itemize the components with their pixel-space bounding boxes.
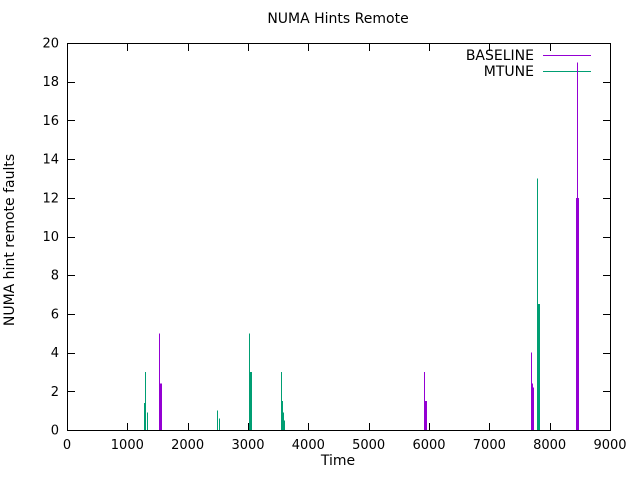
x-tick-label: 6000 [412,438,445,453]
legend-label-baseline: BASELINE [466,48,534,64]
y-tick-label: 16 [42,114,59,129]
y-tick-label: 4 [51,346,59,361]
y-tick-label: 18 [42,75,59,90]
y-tick-label: 8 [51,269,59,284]
x-tick-label: 8000 [533,438,566,453]
y-tick-label: 10 [42,230,59,245]
x-tick-label: 1000 [111,438,144,453]
x-tick-label: 7000 [473,438,506,453]
chart-title: NUMA Hints Remote [267,11,408,27]
x-tick-label: 2000 [171,438,204,453]
y-tick-label: 2 [51,385,59,400]
y-tick-label: 12 [42,191,59,206]
y-tick-label: 14 [42,153,59,168]
y-tick-label: 20 [42,37,59,52]
y-tick-label: 6 [51,307,59,322]
plot-border [67,43,611,431]
x-tick-label: 4000 [292,438,325,453]
y-tick-label: 0 [51,424,59,439]
x-axis-label: Time [320,453,355,469]
x-tick-label: 9000 [593,438,626,453]
x-tick-label: 0 [63,438,71,453]
axes: 0 1000 2000 3000 4000 5000 6000 7000 8000 9000 0 2 4… [42,37,626,454]
legend-label-mtune: MTUNE [484,64,534,80]
y-axis-label: NUMA hint remote faults [2,154,18,326]
x-tick-label: 3000 [231,438,264,453]
x-tick-label: 5000 [352,438,385,453]
series-impulses [144,62,579,430]
